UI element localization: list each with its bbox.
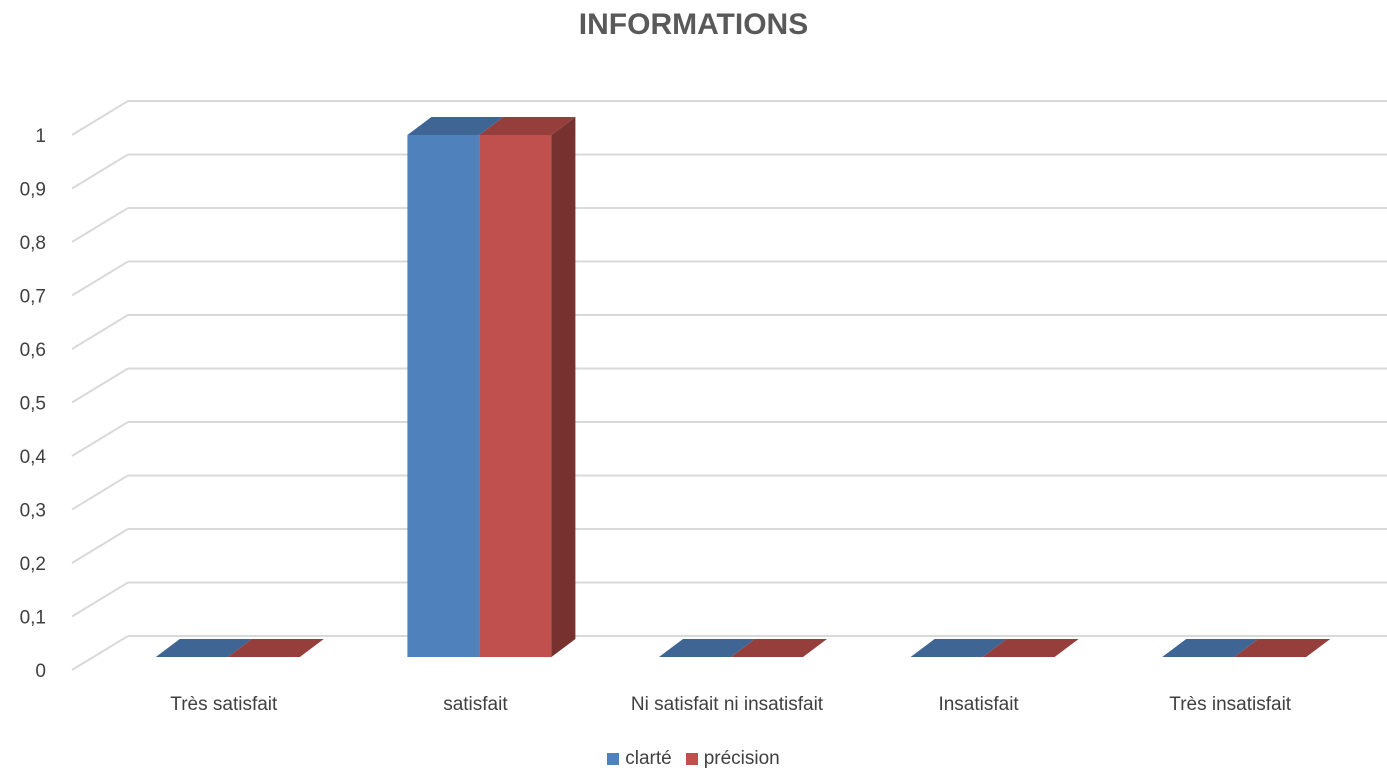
y-tick-label: 1 — [35, 126, 46, 147]
chart-title: INFORMATIONS — [578, 8, 809, 41]
bar-clarté-top — [659, 639, 755, 657]
y-tick-label: 0,2 — [20, 554, 46, 575]
gridline-diagonal — [71, 260, 129, 297]
gridline-diagonal — [71, 528, 129, 564]
bar-précision-top — [982, 639, 1079, 657]
bar-précision-top — [227, 639, 324, 657]
bar-clarté-top — [910, 639, 1007, 657]
legend-swatch-clarte — [607, 753, 620, 765]
bar-clarté-top — [407, 117, 504, 135]
bar-précision-front — [479, 135, 552, 657]
x-category-label: Insatisfait — [938, 694, 1019, 715]
legend-item-clarte: clarté — [607, 748, 672, 770]
y-tick-label: 0 — [35, 661, 46, 682]
bar-précision-top — [479, 117, 576, 135]
y-tick-label: 0,4 — [20, 447, 47, 468]
gridline-diagonal — [71, 207, 129, 243]
bar-clarté-top — [1162, 639, 1259, 657]
y-tick-label: 0,8 — [20, 233, 46, 254]
legend-label-clarte: clarté — [625, 748, 672, 769]
bar-clarté-front — [407, 135, 480, 657]
y-tick-label: 0,1 — [20, 608, 46, 629]
x-category-label: satisfait — [443, 694, 508, 715]
legend-label-precision: précision — [703, 748, 780, 769]
y-tick-label: 0,7 — [20, 287, 46, 308]
x-axis-labels: Très satisfait satisfait Ni satisfait ni i… — [170, 694, 1292, 715]
grid-layer — [71, 100, 1387, 671]
x-category-label: Très satisfait — [170, 694, 278, 715]
x-category-label: Ni satisfait ni insatisfait — [631, 694, 824, 715]
bar-clarté-top — [155, 639, 252, 657]
y-axis-ticks: 0 0,1 0,2 0,3 0,4 0,5 0,6 0,7 0,8 0,9 1 — [20, 126, 47, 682]
gridline-diagonal — [71, 474, 129, 511]
y-tick-label: 0,6 — [20, 340, 46, 361]
y-tick-label: 0,5 — [20, 394, 46, 415]
gridline-diagonal — [71, 314, 129, 350]
gridline-diagonal — [71, 153, 129, 190]
bar-précision-side — [551, 117, 576, 657]
y-tick-label: 0,3 — [20, 501, 46, 522]
legend-item-precision: précision — [685, 748, 780, 770]
legend-swatch-precision — [685, 753, 698, 765]
x-category-label: Très insatisfait — [1169, 694, 1291, 715]
gridline-diagonal — [71, 367, 129, 404]
gridline-diagonal — [71, 100, 129, 136]
gridline-diagonal — [71, 581, 129, 618]
bars — [155, 117, 1331, 657]
gridline-diagonal — [71, 635, 129, 671]
bar-précision-top — [731, 639, 827, 657]
bar-précision-top — [1234, 639, 1331, 657]
y-tick-label: 0,9 — [20, 180, 46, 201]
legend: clarté précision — [0, 748, 1387, 770]
gridline-diagonal — [71, 421, 129, 457]
